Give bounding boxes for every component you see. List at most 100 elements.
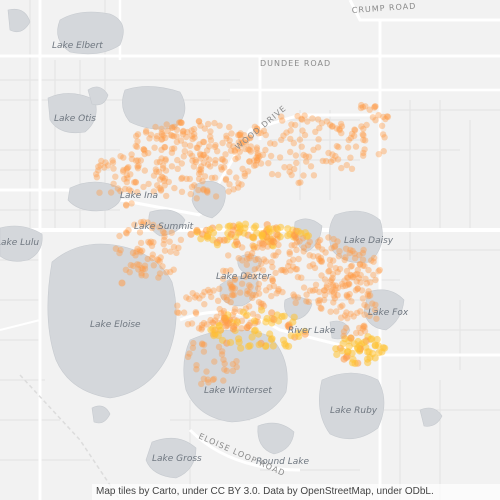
location-point	[161, 175, 169, 182]
location-point	[280, 132, 287, 139]
location-point	[189, 135, 196, 143]
location-point	[199, 341, 206, 348]
label-lake-ruby: Lake Ruby	[330, 406, 378, 416]
location-point	[330, 292, 338, 299]
location-point	[221, 366, 228, 373]
location-point	[140, 146, 147, 153]
location-point	[315, 238, 322, 245]
location-point	[233, 363, 240, 371]
location-point	[345, 293, 352, 301]
location-point	[184, 321, 192, 328]
location-point	[268, 170, 276, 178]
location-point	[306, 287, 314, 294]
location-point	[186, 175, 193, 183]
location-point	[158, 125, 165, 132]
location-point	[329, 123, 336, 130]
location-point	[158, 129, 165, 136]
location-point	[251, 266, 258, 273]
lake-southwest-small	[91, 405, 111, 424]
lake-otis	[47, 93, 97, 134]
location-point	[252, 127, 260, 135]
location-point	[150, 172, 158, 179]
location-point	[253, 144, 261, 151]
location-point	[384, 113, 392, 121]
location-point	[298, 115, 305, 123]
location-point	[348, 165, 356, 172]
location-point	[237, 344, 245, 352]
location-point	[253, 146, 260, 153]
location-point	[186, 295, 193, 303]
location-point	[114, 185, 122, 192]
location-point	[318, 272, 325, 279]
location-point	[163, 192, 170, 200]
location-point	[198, 326, 205, 333]
location-point	[269, 235, 276, 242]
location-point	[290, 256, 297, 263]
location-point	[197, 122, 204, 129]
location-point	[354, 266, 361, 274]
location-point	[311, 264, 319, 272]
location-point	[312, 281, 320, 288]
location-point	[371, 341, 379, 349]
location-point	[383, 113, 391, 120]
location-point	[349, 274, 356, 281]
location-point	[365, 292, 372, 300]
location-point	[226, 181, 233, 188]
location-point	[194, 144, 201, 151]
location-point	[318, 257, 325, 265]
lake-east-small	[419, 407, 443, 427]
location-point	[301, 330, 309, 338]
location-point	[147, 131, 155, 138]
location-point	[363, 280, 370, 287]
location-point	[270, 238, 278, 246]
location-point	[178, 175, 185, 182]
location-point	[309, 115, 316, 122]
water-bodies	[0, 8, 443, 479]
location-point	[121, 175, 128, 183]
location-point	[279, 336, 288, 344]
lake-ruby	[319, 372, 385, 440]
location-point	[222, 175, 230, 183]
location-point	[252, 161, 259, 169]
location-point	[306, 263, 313, 270]
location-point	[215, 322, 223, 330]
location-point	[301, 229, 309, 237]
location-point	[347, 246, 354, 254]
location-point	[255, 285, 262, 292]
location-point	[187, 230, 195, 238]
location-point	[150, 239, 157, 246]
location-point	[301, 112, 308, 119]
location-point	[307, 163, 315, 170]
location-point	[144, 219, 151, 226]
location-point	[294, 227, 302, 236]
location-point	[266, 284, 273, 291]
location-point	[244, 251, 251, 258]
location-point	[292, 299, 299, 306]
location-point	[253, 154, 260, 161]
location-point	[153, 168, 160, 175]
location-point	[297, 179, 304, 186]
location-point	[138, 272, 145, 279]
location-point	[220, 293, 227, 301]
location-point	[179, 128, 187, 135]
location-point	[363, 303, 370, 310]
location-point	[361, 322, 368, 329]
location-point	[217, 164, 225, 171]
location-point	[246, 255, 253, 262]
location-point	[95, 163, 102, 170]
location-point	[168, 145, 176, 152]
location-point	[268, 258, 275, 266]
map-attribution[interactable]: Map tiles by Carto, under CC BY 3.0. Dat…	[92, 484, 500, 500]
label-lake-summit: Lake Summit	[134, 222, 194, 232]
location-point	[356, 261, 364, 268]
location-point	[222, 267, 230, 275]
location-point	[317, 257, 324, 265]
location-point	[181, 141, 188, 148]
location-point	[136, 229, 144, 236]
location-point	[141, 265, 149, 272]
location-point	[104, 162, 112, 169]
location-point	[246, 282, 253, 289]
location-point	[192, 309, 199, 316]
location-point	[347, 310, 354, 317]
